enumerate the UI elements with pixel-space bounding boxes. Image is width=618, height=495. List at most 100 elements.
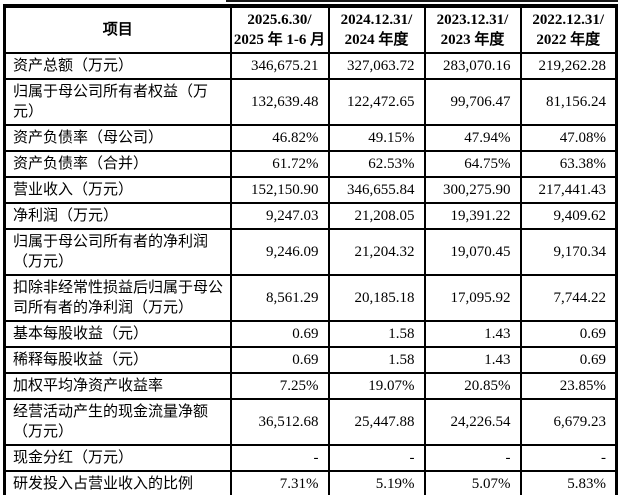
header-period-2023: 2023.12.31/ 2023 年度 [423, 5, 522, 54]
cell-value: 19.07% [327, 372, 426, 400]
cell-value: 0.69 [519, 320, 618, 348]
row-label: 资产负债率（合并） [3, 150, 232, 178]
cell-value: 1.58 [327, 320, 426, 348]
table-row: 净利润（万元） 9,247.03 21,208.05 19,391.22 9,4… [3, 202, 618, 230]
cell-value: 0.69 [229, 320, 330, 348]
period-range: 2022 年度 [536, 32, 601, 48]
cell-value: 217,441.43 [519, 176, 618, 204]
cell-value: - [229, 444, 330, 472]
table-row: 归属于母公司所有者权益（万元） 132,639.48 122,472.65 99… [3, 78, 618, 126]
table-row: 资产总额（万元） 346,675.21 327,063.72 283,070.1… [3, 52, 618, 80]
row-label: 加权平均净资产收益率 [3, 372, 232, 400]
cell-value: 20.85% [423, 372, 522, 400]
cell-value: 9,409.62 [519, 202, 618, 230]
row-label: 归属于母公司所有者权益（万元） [3, 78, 232, 126]
row-label: 归属于母公司所有者的净利润（万元） [3, 228, 232, 276]
period-range: 2024 年度 [344, 32, 409, 48]
period-range: 2023 年度 [440, 32, 505, 48]
cell-value: 9,246.09 [229, 228, 330, 276]
cell-value: 19,070.45 [423, 228, 522, 276]
cell-value: 300,275.90 [423, 176, 522, 204]
row-label: 现金分红（万元） [3, 444, 232, 472]
cell-value: 9,170.34 [519, 228, 618, 276]
cell-value: - [423, 444, 522, 472]
cell-value: 8,561.29 [229, 274, 330, 322]
cell-value: 20,185.18 [327, 274, 426, 322]
cell-value: - [519, 444, 618, 472]
cell-value: 152,150.90 [229, 176, 330, 204]
cell-value: 346,655.84 [327, 176, 426, 204]
table-row: 加权平均净资产收益率 7.25% 19.07% 20.85% 23.85% [3, 372, 618, 400]
cell-value: 46.82% [229, 124, 330, 152]
table-row: 经营活动产生的现金流量净额（万元） 36,512.68 25,447.88 24… [3, 398, 618, 446]
period-range: 2025 年 1-6 月 [233, 32, 326, 48]
table-row: 资产负债率（母公司） 46.82% 49.15% 47.94% 47.08% [3, 124, 618, 152]
cell-value: 62.53% [327, 150, 426, 178]
row-label: 稀释每股收益（元） [3, 346, 232, 374]
cell-value: 47.08% [519, 124, 618, 152]
cell-value: 99,706.47 [423, 78, 522, 126]
cell-value: 346,675.21 [229, 52, 330, 80]
cell-value: 63.38% [519, 150, 618, 178]
table-row: 基本每股收益（元） 0.69 1.58 1.43 0.69 [3, 320, 618, 348]
cell-value: 64.75% [423, 150, 522, 178]
table-row: 资产负债率（合并） 61.72% 62.53% 64.75% 63.38% [3, 150, 618, 178]
cell-value: 9,247.03 [229, 202, 330, 230]
header-item-column: 项目 [3, 5, 232, 54]
cell-value: 0.69 [229, 346, 330, 374]
cell-value: 7.25% [229, 372, 330, 400]
cell-value: 1.58 [327, 346, 426, 374]
cell-value: 327,063.72 [327, 52, 426, 80]
cell-value: 21,208.05 [327, 202, 426, 230]
cell-value: 17,095.92 [423, 274, 522, 322]
cell-value: 5.19% [327, 470, 426, 495]
cell-value: 5.07% [423, 470, 522, 495]
cell-value: 23.85% [519, 372, 618, 400]
cell-value: 219,262.28 [519, 52, 618, 80]
row-label: 扣除非经常性损益后归属于母公司所有者的净利润（万元） [3, 274, 232, 322]
top-divider-line [226, 0, 618, 2]
cell-value: 6,679.23 [519, 398, 618, 446]
table-row: 营业收入（万元） 152,150.90 346,655.84 300,275.9… [3, 176, 618, 204]
period-date: 2022.12.31/ [532, 12, 605, 28]
table-row: 归属于母公司所有者的净利润（万元） 9,246.09 21,204.32 19,… [3, 228, 618, 276]
row-label: 净利润（万元） [3, 202, 232, 230]
cell-value: - [327, 444, 426, 472]
cell-value: 132,639.48 [229, 78, 330, 126]
row-label: 资产总额（万元） [3, 52, 232, 80]
header-period-2025: 2025.6.30/ 2025 年 1-6 月 [229, 5, 330, 54]
cell-value: 7,744.22 [519, 274, 618, 322]
cell-value: 49.15% [327, 124, 426, 152]
cell-value: 24,226.54 [423, 398, 522, 446]
row-label: 资产负债率（母公司） [3, 124, 232, 152]
header-period-2024: 2024.12.31/ 2024 年度 [327, 5, 426, 54]
cell-value: 81,156.24 [519, 78, 618, 126]
financial-summary-table: 项目 2025.6.30/ 2025 年 1-6 月 2024.12.31/ 2… [3, 4, 618, 495]
cell-value: 1.43 [423, 346, 522, 374]
row-label: 研发投入占营业收入的比例 [3, 470, 232, 495]
row-label: 经营活动产生的现金流量净额（万元） [3, 398, 232, 446]
header-row: 项目 2025.6.30/ 2025 年 1-6 月 2024.12.31/ 2… [3, 5, 618, 54]
period-date: 2025.6.30/ [247, 12, 312, 28]
table-row: 现金分红（万元） - - - - [3, 444, 618, 472]
cell-value: 5.83% [519, 470, 618, 495]
table-row: 稀释每股收益（元） 0.69 1.58 1.43 0.69 [3, 346, 618, 374]
cell-value: 7.31% [229, 470, 330, 495]
row-label: 基本每股收益（元） [3, 320, 232, 348]
table-row: 扣除非经常性损益后归属于母公司所有者的净利润（万元） 8,561.29 20,1… [3, 274, 618, 322]
cell-value: 36,512.68 [229, 398, 330, 446]
cell-value: 1.43 [423, 320, 522, 348]
cell-value: 19,391.22 [423, 202, 522, 230]
table-row: 研发投入占营业收入的比例 7.31% 5.19% 5.07% 5.83% [3, 470, 618, 495]
cell-value: 47.94% [423, 124, 522, 152]
row-label: 营业收入（万元） [3, 176, 232, 204]
cell-value: 61.72% [229, 150, 330, 178]
cell-value: 25,447.88 [327, 398, 426, 446]
cell-value: 283,070.16 [423, 52, 522, 80]
cell-value: 0.69 [519, 346, 618, 374]
period-date: 2024.12.31/ [340, 12, 413, 28]
header-period-2022: 2022.12.31/ 2022 年度 [519, 5, 618, 54]
cell-value: 122,472.65 [327, 78, 426, 126]
period-date: 2023.12.31/ [436, 12, 509, 28]
